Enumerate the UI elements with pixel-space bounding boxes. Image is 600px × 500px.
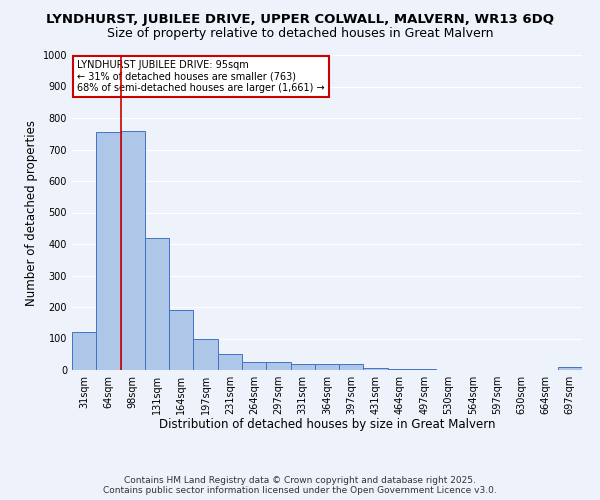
Bar (315, 364, 339, 370)
Bar (364, 368, 388, 370)
Bar (72, 332, 96, 370)
Bar (96, 132, 121, 370)
Text: LYNDHURST, JUBILEE DRIVE, UPPER COLWALL, MALVERN, WR13 6DQ: LYNDHURST, JUBILEE DRIVE, UPPER COLWALL,… (46, 12, 554, 26)
Bar (388, 368, 412, 370)
Bar (193, 338, 218, 370)
Y-axis label: Number of detached properties: Number of detached properties (25, 120, 38, 306)
Bar (339, 364, 364, 370)
Bar (266, 362, 290, 370)
Bar (121, 130, 145, 370)
Bar (242, 362, 266, 370)
Bar (558, 368, 582, 370)
Bar (145, 238, 169, 370)
Text: Size of property relative to detached houses in Great Malvern: Size of property relative to detached ho… (107, 28, 493, 40)
X-axis label: Distribution of detached houses by size in Great Malvern: Distribution of detached houses by size … (159, 418, 495, 432)
Bar (218, 354, 242, 370)
Bar (169, 310, 193, 370)
Bar (290, 364, 315, 370)
Text: Contains HM Land Registry data © Crown copyright and database right 2025.
Contai: Contains HM Land Registry data © Crown c… (103, 476, 497, 495)
Text: LYNDHURST JUBILEE DRIVE: 95sqm
← 31% of detached houses are smaller (763)
68% of: LYNDHURST JUBILEE DRIVE: 95sqm ← 31% of … (77, 60, 325, 93)
Bar (412, 369, 436, 370)
